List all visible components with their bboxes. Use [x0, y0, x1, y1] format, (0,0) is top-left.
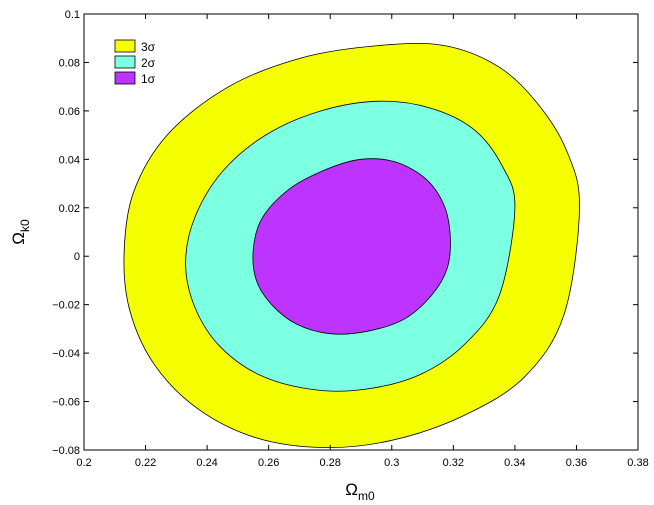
contour-regions [123, 42, 580, 449]
legend-label: 3σ [141, 40, 156, 54]
contour-1sigma [252, 158, 451, 335]
y-tick-label: 0.08 [59, 57, 80, 69]
y-tick-label: 0.1 [65, 9, 80, 21]
x-tick-label: 0.34 [504, 457, 525, 469]
y-axis-ticks: −0.08 −0.06 −0.04 −0.02 0 0.02 0.04 0.06 0.08 0.1 [52, 9, 638, 457]
x-tick-label: 0.2 [76, 457, 91, 469]
x-tick-label: 0.26 [258, 457, 279, 469]
x-tick-label: 0.36 [566, 457, 587, 469]
legend-label: 1σ [141, 72, 156, 86]
y-tick-label: −0.06 [52, 397, 80, 409]
y-tick-label: 0 [74, 251, 80, 263]
legend-swatch [114, 71, 136, 85]
legend-label: 2σ [141, 56, 156, 70]
y-tick-label: 0.04 [59, 154, 80, 166]
y-axis-title-sub: k0 [18, 219, 32, 232]
y-tick-label: −0.08 [52, 445, 80, 457]
x-axis-title: Ωm0 [345, 480, 375, 503]
y-axis-title: Ωk0 [9, 219, 32, 245]
x-axis-title-main: Ω [345, 480, 358, 499]
legend: 3σ 2σ 1σ [114, 39, 156, 86]
x-tick-label: 0.3 [384, 457, 399, 469]
y-tick-label: −0.04 [52, 348, 80, 360]
y-axis-title-main: Ω [9, 232, 28, 245]
x-axis-title-sub: m0 [358, 489, 375, 503]
y-tick-label: 0.06 [59, 106, 80, 118]
plot-area [83, 13, 639, 451]
legend-swatch [114, 39, 136, 53]
x-tick-label: 0.22 [135, 457, 156, 469]
x-tick-label: 0.28 [320, 457, 341, 469]
y-tick-label: −0.02 [52, 300, 80, 312]
x-tick-label: 0.32 [443, 457, 464, 469]
x-tick-label: 0.24 [196, 457, 217, 469]
legend-swatch [114, 55, 136, 69]
x-axis-ticks: 0.2 0.22 0.24 0.26 0.28 0.3 0.32 0.34 0.36 0.38 [76, 14, 649, 469]
x-tick-label: 0.38 [627, 457, 648, 469]
y-tick-label: 0.02 [59, 203, 80, 215]
